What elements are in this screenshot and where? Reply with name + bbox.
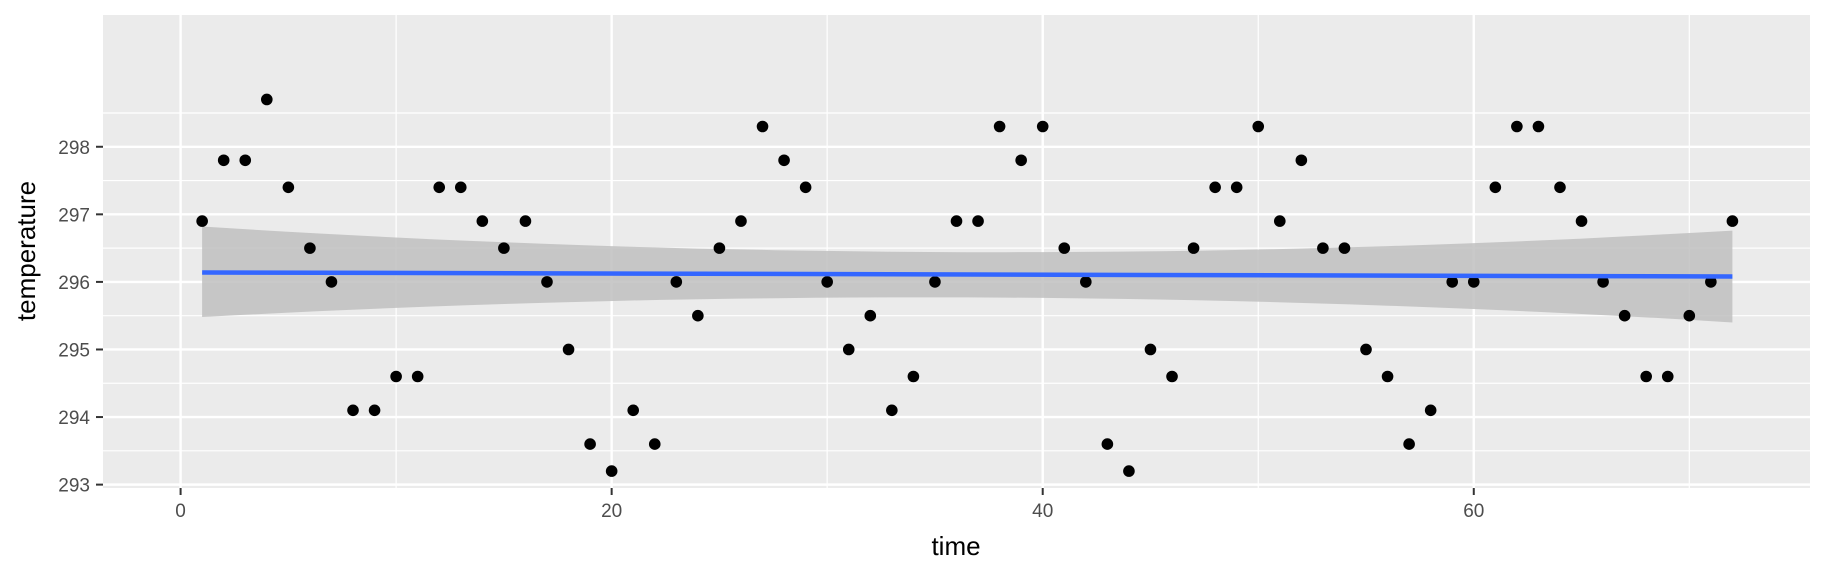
data-point [1489, 181, 1502, 194]
data-point [1295, 154, 1308, 167]
data-point [584, 438, 596, 450]
data-point [670, 276, 683, 288]
x-tick-label: 40 [1032, 501, 1053, 522]
data-point [1532, 120, 1545, 133]
data-point [1166, 370, 1178, 383]
data-point [239, 154, 252, 167]
data-point [907, 370, 920, 383]
data-point [433, 181, 446, 194]
data-point [993, 120, 1006, 133]
data-point [713, 242, 726, 254]
data-point [1446, 276, 1459, 288]
data-point [756, 120, 769, 133]
y-tick-label: 293 [58, 476, 90, 497]
data-point [454, 181, 467, 194]
data-point [1123, 465, 1135, 477]
data-point [1187, 242, 1200, 254]
data-point [1597, 276, 1609, 288]
data-point [1015, 154, 1027, 167]
data-points [196, 93, 1739, 477]
data-point [1726, 215, 1739, 227]
data-point [735, 215, 747, 227]
data-point [1338, 242, 1351, 254]
data-point [1230, 181, 1243, 194]
data-point [1705, 276, 1717, 288]
x-tick-label: 60 [1463, 501, 1484, 522]
trend-line [202, 270, 1733, 279]
data-point [1036, 120, 1049, 133]
data-point [1360, 343, 1372, 356]
data-point [1381, 370, 1394, 383]
axes: 0 20 40 60 293 294 295 296 297 298 [58, 138, 1484, 522]
data-point [1209, 181, 1221, 194]
data-point [864, 309, 877, 322]
data-point [1080, 276, 1092, 288]
x-axis-title: time [931, 531, 980, 561]
data-point [1317, 242, 1329, 254]
y-axis-title: temperature [11, 181, 41, 321]
data-point [1273, 215, 1286, 227]
data-point [929, 276, 941, 288]
data-point [1058, 242, 1071, 254]
data-point [476, 215, 489, 227]
data-point [261, 93, 273, 106]
data-point [1575, 215, 1588, 227]
data-point [282, 181, 295, 194]
data-point [1467, 276, 1480, 288]
data-point [498, 242, 510, 254]
data-point [1640, 370, 1652, 383]
data-point [196, 215, 208, 227]
data-point [325, 276, 338, 288]
data-point [1618, 309, 1631, 322]
data-point [821, 276, 833, 288]
data-point [1424, 404, 1437, 417]
data-point [562, 343, 575, 356]
data-point [1683, 309, 1696, 322]
data-point [1511, 120, 1523, 133]
data-point [1403, 438, 1415, 450]
data-point [1252, 120, 1265, 133]
data-point [1101, 438, 1114, 450]
data-point [886, 404, 898, 417]
data-point [519, 215, 532, 227]
y-tick-label: 294 [58, 408, 90, 429]
y-tick-label: 295 [58, 340, 90, 361]
data-point [411, 370, 424, 383]
data-point [541, 276, 553, 288]
y-tick-label: 297 [58, 205, 90, 226]
data-point [627, 404, 640, 417]
data-point [1661, 370, 1674, 383]
data-point [390, 370, 402, 383]
trend-line-layer [202, 270, 1733, 279]
data-point [799, 181, 812, 194]
data-point [648, 438, 661, 450]
data-point [347, 404, 359, 417]
x-tick-label: 0 [175, 501, 186, 522]
data-point [692, 309, 704, 322]
data-point [972, 215, 984, 227]
y-tick-label: 296 [58, 273, 90, 294]
data-point [1554, 181, 1566, 194]
data-point [217, 154, 230, 167]
data-point [1144, 343, 1157, 356]
data-point [778, 154, 790, 167]
data-point [842, 343, 855, 356]
data-point [605, 465, 618, 477]
x-tick-label: 20 [601, 501, 622, 522]
data-point [368, 404, 381, 417]
data-point [950, 215, 963, 227]
data-point [304, 242, 316, 254]
y-tick-label: 298 [58, 138, 90, 159]
